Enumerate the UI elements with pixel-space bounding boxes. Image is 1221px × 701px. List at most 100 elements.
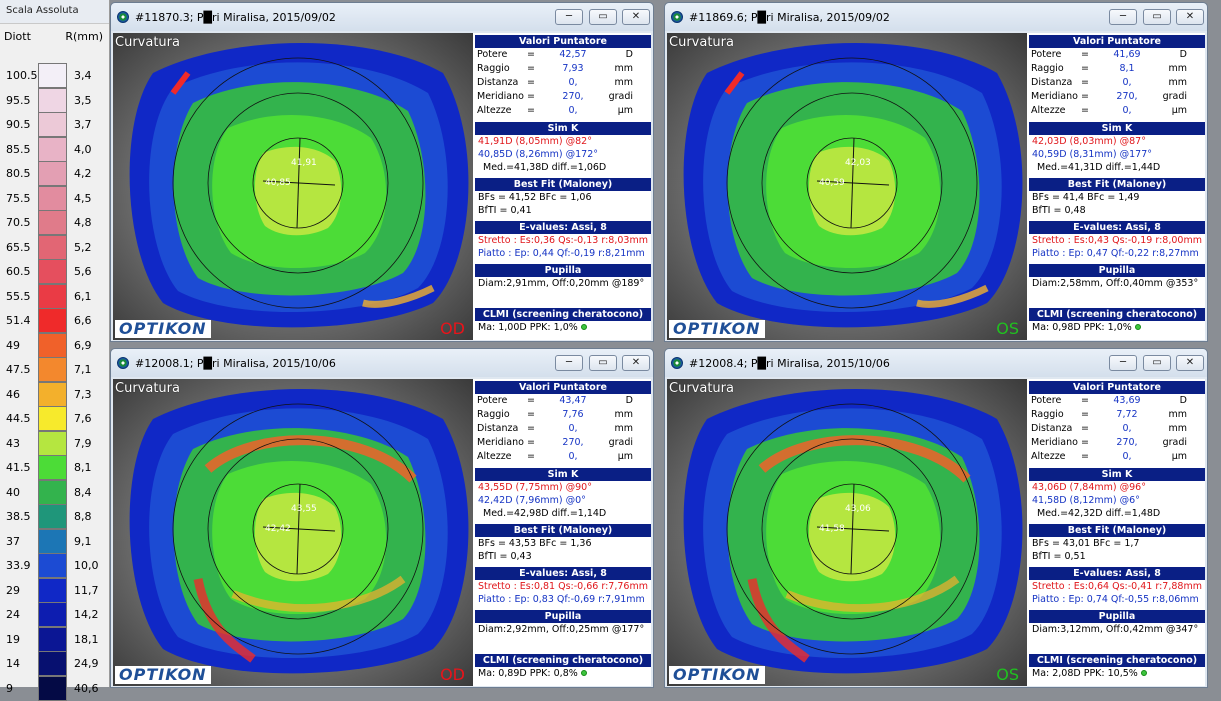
data-panel: Valori Puntatore Potere = 42,57 D Raggio = 7,93… xyxy=(475,33,651,340)
evalues-stretto: Stretto : Es:0,81 Qs:-0,66 r:7,76mm xyxy=(478,581,648,592)
scale-radius-value: 3,7 xyxy=(74,118,92,131)
scale-row: 80.5 4,2 xyxy=(0,161,108,186)
scale-diopter-value: 60.5 xyxy=(6,265,31,278)
pointer-value: 0, xyxy=(1122,77,1132,88)
scale-row: 95.5 3,5 xyxy=(0,87,108,113)
pointer-unit: µm xyxy=(1171,105,1187,116)
optikon-logo: OPTIKON xyxy=(115,320,211,338)
map-type-label: Curvatura xyxy=(669,35,734,50)
pupilla-values: Diam:2,58mm, Off:0,40mm @353° xyxy=(1032,278,1199,289)
minimize-button[interactable]: ─ xyxy=(1109,355,1137,371)
close-button[interactable]: ✕ xyxy=(1176,9,1204,25)
scale-header: Diott R(mm) xyxy=(4,30,107,44)
eye-side-label: OD xyxy=(440,319,465,338)
evalues-stretto: Stretto : Es:0,36 Qs:-0,13 r:8,03mm xyxy=(478,235,648,246)
pointer-unit: µm xyxy=(617,105,633,116)
clmi-text: Ma: 1,00D PPK: 1,0% xyxy=(478,322,578,333)
evalues-piatto: Piatto : Ep: 0,44 Qf:-0,19 r:8,21mm xyxy=(478,248,645,259)
pointer-value: 41,69 xyxy=(1113,49,1141,60)
clmi-header: CLMI (screening cheratocono) xyxy=(475,308,651,321)
scale-radius-value: 6,9 xyxy=(74,338,92,352)
scale-color-swatch xyxy=(38,332,67,358)
topography-window[interactable]: #11870.3; P█ri Miralisa, 2015/09/02 ─ ▭ ✕ 41… xyxy=(110,2,654,342)
map-label-top: 43,55 xyxy=(291,504,317,514)
title-bar[interactable]: #11869.6; P█ri Miralisa, 2015/09/02 ─ ▭ ✕ xyxy=(665,3,1207,31)
scale-radius-value: 4,2 xyxy=(74,167,92,180)
simk-steep: 41,91D (8,05mm) @82° xyxy=(478,136,592,147)
topography-window[interactable]: #12008.4; P█ri Miralisa, 2015/10/06 ─ ▭ ✕ 43… xyxy=(664,348,1208,688)
scale-diopter-value: 38.5 xyxy=(6,510,31,523)
pointer-label: Potere xyxy=(477,395,508,406)
pointer-label: Potere xyxy=(1031,395,1062,406)
scale-radius-value: 6,1 xyxy=(74,289,92,303)
eye-side-label: OD xyxy=(440,665,465,684)
maximize-button[interactable]: ▭ xyxy=(589,355,617,371)
close-button[interactable]: ✕ xyxy=(622,9,650,25)
pointer-unit: mm xyxy=(614,63,633,74)
scale-color-swatch xyxy=(38,63,67,88)
pointer-row-altezze: Altezze = 0, µm xyxy=(1029,104,1205,118)
scale-radius-value: 40,6 xyxy=(74,681,99,695)
map-label-top: 41,91 xyxy=(291,158,317,168)
topography-window[interactable]: #12008.1; P█ri Miralisa, 2015/10/06 ─ ▭ ✕ 43… xyxy=(110,348,654,688)
pointer-eq: = xyxy=(527,437,535,448)
scale-color-swatch xyxy=(38,283,67,309)
evalues-stretto: Stretto : Es:0,64 Qs:-0,41 r:7,88mm xyxy=(1032,581,1202,592)
title-bar[interactable]: #12008.1; P█ri Miralisa, 2015/10/06 ─ ▭ ✕ xyxy=(111,349,653,377)
bestfit-header: Best Fit (Maloney) xyxy=(1029,524,1205,537)
scale-diopter-value: 51.4 xyxy=(6,314,31,327)
map-label-left: 40,59 xyxy=(819,178,845,188)
topography-window[interactable]: #11869.6; P█ri Miralisa, 2015/09/02 ─ ▭ ✕ 42… xyxy=(664,2,1208,342)
pointer-label: Distanza xyxy=(1031,423,1073,434)
scale-color-swatch xyxy=(38,504,67,529)
pointer-label: Altezze xyxy=(1031,451,1066,462)
minimize-button[interactable]: ─ xyxy=(555,355,583,371)
title-bar[interactable]: #11870.3; P█ri Miralisa, 2015/09/02 ─ ▭ ✕ xyxy=(111,3,653,31)
scale-title: Scala Assoluta xyxy=(0,0,109,24)
clmi-values: Ma: 1,00D PPK: 1,0% xyxy=(475,321,651,334)
scale-row: 41.5 8,1 xyxy=(0,455,108,480)
minimize-button[interactable]: ─ xyxy=(555,9,583,25)
scale-diopter-value: 46 xyxy=(6,387,20,401)
pointer-row-meridiano: Meridiano = 270, gradi xyxy=(1029,90,1205,104)
maximize-button[interactable]: ▭ xyxy=(589,9,617,25)
optikon-logo: OPTIKON xyxy=(669,666,765,684)
title-bar[interactable]: #12008.4; P█ri Miralisa, 2015/10/06 ─ ▭ ✕ xyxy=(665,349,1207,377)
scale-radius-value: 24,9 xyxy=(74,657,99,670)
scale-radius-value: 7,1 xyxy=(74,363,92,376)
pointer-eq: = xyxy=(1081,77,1089,88)
scale-color-swatch xyxy=(38,455,67,480)
valori-header: Valori Puntatore xyxy=(1029,381,1205,394)
simk-steep: 43,06D (7,84mm) @96° xyxy=(1032,482,1146,493)
pointer-unit: mm xyxy=(614,409,633,420)
scale-diopter-value: 40 xyxy=(6,485,20,499)
maximize-button[interactable]: ▭ xyxy=(1143,9,1171,25)
pointer-value: 270, xyxy=(1116,437,1138,448)
close-button[interactable]: ✕ xyxy=(1176,355,1204,371)
minimize-button[interactable]: ─ xyxy=(1109,9,1137,25)
scale-diopter-value: 43 xyxy=(6,436,20,450)
window-content: 42,03 40,59 Curvatura OPTIKON OS Valori Punta… xyxy=(667,33,1205,340)
scale-color-swatch xyxy=(38,136,67,162)
pointer-row-meridiano: Meridiano = 270, gradi xyxy=(475,436,651,450)
pointer-row-meridiano: Meridiano = 270, gradi xyxy=(475,90,651,104)
maximize-button[interactable]: ▭ xyxy=(1143,355,1171,371)
pointer-unit: µm xyxy=(617,451,633,462)
scale-row: 33.9 10,0 xyxy=(0,553,108,578)
bestfit-values: BFs = 41,52 BFc = 1,06 xyxy=(478,192,592,203)
status-dot-icon xyxy=(580,670,587,676)
map-type-label: Curvatura xyxy=(669,381,734,396)
map-type-label: Curvatura xyxy=(115,35,180,50)
scale-radius-value: 8,8 xyxy=(74,510,92,523)
clmi-values: Ma: 0,89D PPK: 0,8% xyxy=(475,667,651,680)
pointer-value: 270, xyxy=(562,91,584,102)
optikon-logo: OPTIKON xyxy=(669,320,765,338)
close-button[interactable]: ✕ xyxy=(622,355,650,371)
window-content: 41,91 40,85 Curvatura OPTIKON OD Valori Punta… xyxy=(113,33,651,340)
bestfit-bfti: BfTI = 0,48 xyxy=(1032,205,1086,216)
scale-row: 60.5 5,6 xyxy=(0,259,108,284)
